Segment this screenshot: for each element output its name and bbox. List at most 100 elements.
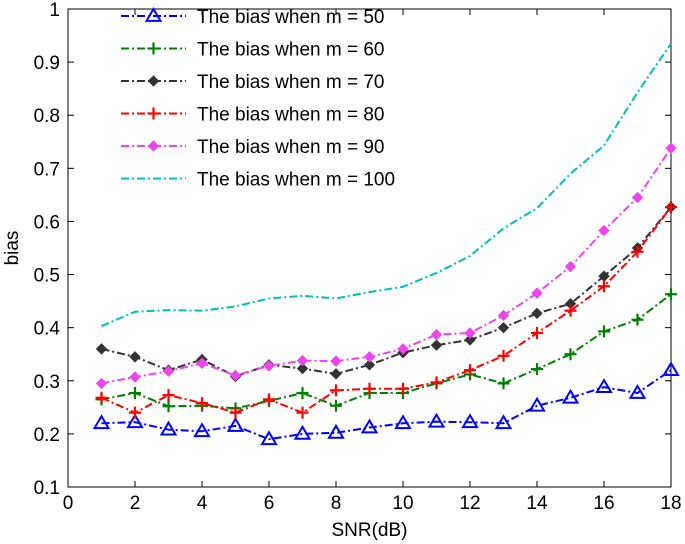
data-point (397, 343, 409, 355)
data-point (662, 361, 680, 377)
data-point (129, 351, 141, 363)
legend-label: The bias when m = 80 (197, 105, 384, 126)
data-point (293, 424, 312, 440)
legend-label: The bias when m = 90 (197, 137, 384, 158)
axes: 0 2 4 6 8 10 12 14 16 18 0.1 0.2 0.3 0.4 0.5 0.6 0.7 0.8 0… (34, 0, 682, 514)
data-point (598, 280, 610, 293)
data-point (95, 377, 108, 390)
data-point (598, 325, 610, 338)
legend-marker (147, 140, 160, 152)
data-point (330, 355, 342, 367)
legend-label: The bias when m = 70 (197, 72, 384, 93)
series-line (101, 369, 672, 441)
data-point (497, 309, 510, 322)
legend-label: The bias when m = 100 (197, 170, 395, 191)
legend-label: The bias when m = 60 (197, 40, 384, 61)
data-point (229, 406, 242, 419)
data-point (631, 191, 644, 204)
legend-marker (147, 42, 160, 55)
data-point (528, 396, 546, 412)
data-point (531, 287, 543, 299)
data-point (296, 406, 309, 419)
data-point (327, 423, 345, 439)
data-point (330, 399, 342, 412)
data-point (665, 201, 677, 214)
data-point (360, 418, 379, 434)
x-tick-label: 0 (63, 493, 74, 514)
data-point (229, 369, 242, 382)
data-point (296, 362, 309, 375)
data-point (95, 391, 108, 404)
legend-label: The bias when m = 50 (197, 7, 384, 28)
y-tick-label: 0.8 (34, 106, 60, 127)
data-point (430, 376, 443, 389)
data-point (628, 384, 647, 399)
data-point (595, 378, 613, 394)
data-point (330, 368, 342, 380)
legend-marker (147, 107, 160, 120)
data-point (665, 288, 677, 301)
y-tick-label: 0.7 (34, 159, 60, 180)
y-tick-label: 0.5 (34, 266, 60, 287)
data-point (95, 343, 108, 355)
series-line (101, 206, 672, 414)
data-point (531, 307, 543, 320)
x-tick-label: 12 (459, 493, 480, 514)
y-tick-label: 0.9 (34, 53, 60, 74)
data-point (162, 389, 175, 402)
data-point (129, 386, 141, 399)
data-point (464, 364, 476, 377)
data-point (330, 384, 342, 397)
legend-entry: The bias when m = 100 (121, 170, 395, 191)
series-line (101, 42, 672, 327)
data-point (461, 413, 479, 429)
data-point (430, 328, 443, 341)
y-tick-label: 0.3 (34, 372, 60, 393)
data-point (497, 377, 510, 390)
data-point (531, 326, 543, 339)
series-layer (92, 42, 680, 446)
series-4 (95, 201, 677, 419)
legend: The bias when m = 50 The bias when m = 60… (121, 7, 395, 191)
data-point (159, 420, 178, 436)
data-point (196, 397, 208, 410)
series-line (101, 147, 672, 385)
data-point (631, 313, 644, 326)
x-tick-label: 10 (392, 493, 413, 514)
data-point (129, 371, 141, 383)
x-tick-label: 14 (526, 493, 548, 514)
data-point (296, 354, 309, 367)
series-6 (101, 42, 672, 327)
data-point (665, 142, 677, 154)
series-1 (92, 361, 680, 446)
x-axis-label: SNR(dB) (331, 520, 407, 541)
y-axis-label: bias (2, 231, 23, 266)
legend-entry: The bias when m = 60 (121, 40, 384, 61)
data-point (427, 412, 446, 428)
data-point (363, 351, 376, 363)
data-point (226, 416, 245, 432)
data-point (363, 359, 376, 371)
data-point (497, 321, 510, 334)
data-point (564, 304, 577, 317)
x-tick-label: 4 (197, 493, 208, 514)
legend-marker (144, 7, 163, 22)
data-point (464, 334, 476, 346)
data-point (564, 260, 577, 273)
legend-marker (147, 75, 160, 87)
x-tick-label: 8 (331, 493, 342, 514)
y-tick-label: 0.2 (34, 425, 60, 446)
x-tick-label: 6 (264, 493, 275, 514)
data-point (126, 413, 144, 429)
data-point (394, 414, 412, 430)
legend-entry: The bias when m = 50 (121, 7, 384, 28)
data-point (564, 348, 577, 361)
data-point (464, 327, 476, 339)
data-point (162, 400, 175, 413)
series-5 (95, 142, 677, 390)
data-point (193, 422, 211, 438)
legend-entry: The bias when m = 70 (121, 72, 384, 93)
x-tick-label: 2 (130, 493, 141, 514)
data-point (196, 357, 208, 369)
